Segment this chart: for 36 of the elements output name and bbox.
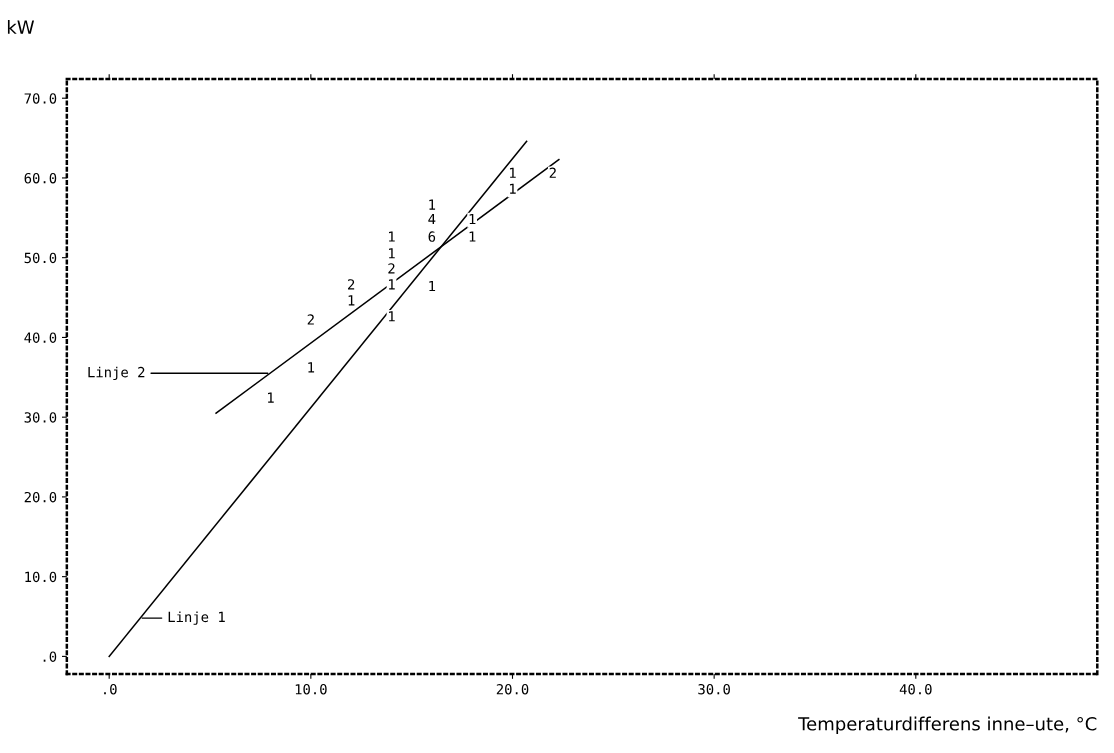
y-tick-label: .0 xyxy=(43,651,57,662)
y-tick-label: 60.0 xyxy=(24,172,57,184)
annotation: 2 xyxy=(549,167,556,178)
x-tick-label: 30.0 xyxy=(698,683,730,695)
y-tick-label: 50.0 xyxy=(24,252,57,264)
annotation: 1 xyxy=(429,280,436,292)
y-axis-title: kW xyxy=(7,19,35,34)
annotation: 1 xyxy=(429,199,436,210)
annotation: 1 xyxy=(388,248,395,259)
annotation: 6 xyxy=(428,231,436,242)
y-tick-label: 70.0 xyxy=(24,93,57,104)
y-tick-label: 40.0 xyxy=(24,332,57,343)
x-tick-label: .0 xyxy=(104,683,117,695)
x-axis-title: Temperaturdifferens inne–ute, °C xyxy=(798,716,1097,735)
x-tick-label: 10.0 xyxy=(295,683,327,695)
y-tick-label: 20.0 xyxy=(24,491,57,503)
annotation: 1 xyxy=(388,279,395,290)
annotation: 1 xyxy=(509,167,516,178)
annotation: 1 xyxy=(388,311,395,322)
annotation: 2 xyxy=(307,314,314,325)
y-tick-label: 10.0 xyxy=(25,571,57,583)
annotation: 1 xyxy=(469,213,476,225)
annotation: Linje 1 xyxy=(168,611,225,625)
y-tick-label: 30.0 xyxy=(24,412,57,423)
annotation: 1 xyxy=(308,362,315,373)
annotation: 1 xyxy=(268,392,274,403)
annotation: 1 xyxy=(348,295,355,306)
x-tick-label: 20.0 xyxy=(496,683,529,695)
annotation: Linje 2 xyxy=(88,366,145,381)
x-tick-label: 40.0 xyxy=(899,683,932,695)
annotation: 4 xyxy=(428,213,436,225)
annotation: 1 xyxy=(469,231,476,242)
annotation: 1 xyxy=(509,183,516,194)
annotation: 1 xyxy=(388,231,395,242)
annotation: 2 xyxy=(388,263,395,274)
annotation: 2 xyxy=(348,279,355,290)
